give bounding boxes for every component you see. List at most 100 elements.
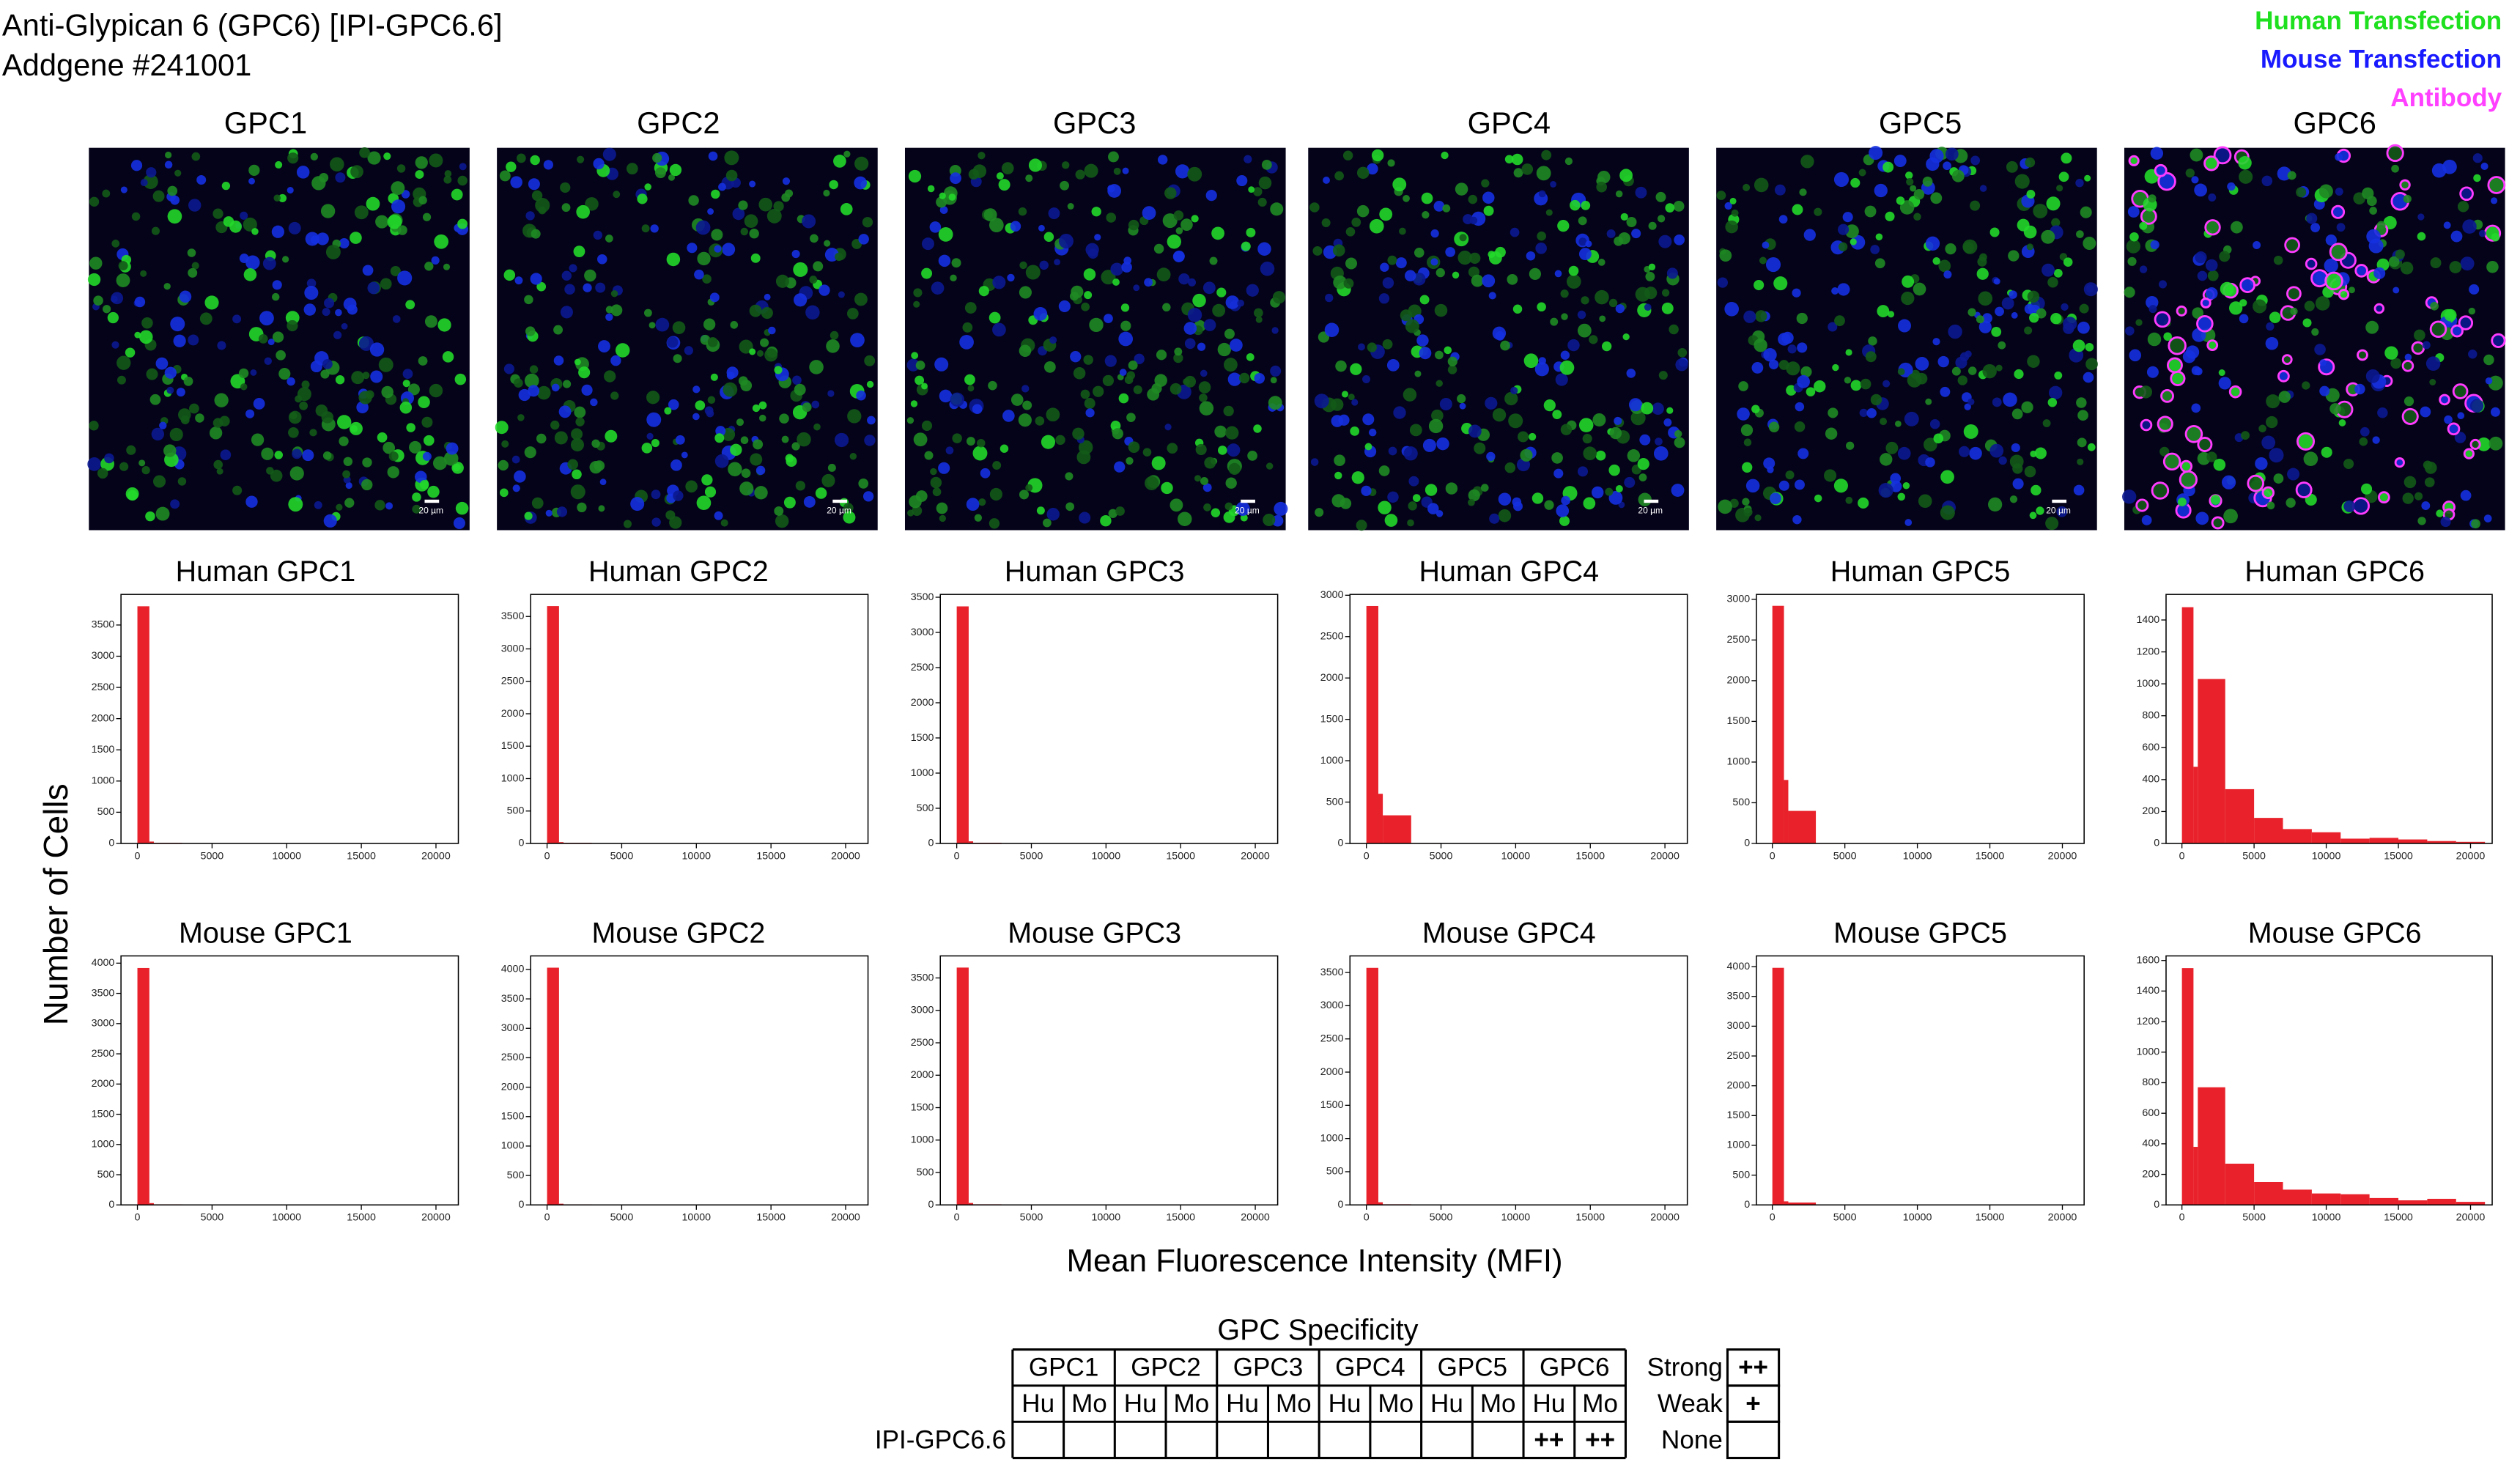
cell — [980, 468, 991, 479]
cell — [1929, 149, 1944, 163]
cell — [605, 234, 613, 243]
cell — [341, 322, 348, 330]
chart-title: Mouse GPC1 — [179, 917, 352, 949]
cell — [838, 291, 845, 298]
cell — [1439, 398, 1452, 411]
cell — [964, 374, 975, 385]
bar — [2254, 818, 2283, 843]
cell — [694, 269, 704, 280]
y-tick-label: 500 — [97, 1169, 115, 1181]
cell — [2358, 351, 2367, 359]
y-tick-label: 3000 — [92, 1018, 115, 1030]
cell — [2023, 225, 2037, 239]
cell — [264, 357, 272, 365]
cell — [304, 286, 319, 300]
cell — [391, 199, 406, 214]
cell — [643, 309, 652, 317]
cell — [303, 303, 317, 316]
cell — [1597, 170, 1611, 184]
antibody-cell — [2179, 459, 2193, 473]
cell — [2297, 483, 2310, 497]
cell — [1435, 350, 1444, 360]
cell — [422, 451, 432, 461]
cell — [1217, 446, 1227, 455]
x-tick-label: 20000 — [1650, 850, 1680, 862]
y-tick-label: 2000 — [1320, 1066, 1344, 1078]
bar — [2369, 1197, 2399, 1205]
cell — [240, 211, 248, 220]
cell — [354, 205, 369, 220]
cell — [913, 300, 920, 308]
cell — [1770, 492, 1781, 505]
cell — [1042, 518, 1052, 528]
cell — [1897, 446, 1911, 460]
cell — [1007, 273, 1015, 282]
cell — [929, 221, 942, 233]
cell — [2231, 387, 2240, 396]
cell — [1913, 282, 1926, 296]
bar — [2311, 1193, 2341, 1205]
cell — [2165, 454, 2179, 469]
x-tick-label: 0 — [1364, 1212, 1370, 1224]
cell — [1763, 348, 1777, 362]
cell — [783, 496, 796, 509]
cell — [708, 151, 718, 161]
cell — [2003, 392, 2017, 407]
antibody-cell — [2228, 385, 2242, 399]
cell — [2056, 185, 2063, 192]
cell — [1759, 256, 1767, 265]
cell — [1362, 413, 1375, 426]
cell — [1380, 262, 1389, 272]
cell — [1905, 171, 1913, 180]
antibody-cell — [2399, 179, 2411, 191]
cell — [575, 417, 585, 426]
cell — [1085, 408, 1095, 418]
plot-frame — [1349, 955, 1688, 1206]
cell — [2077, 437, 2087, 448]
cell — [714, 454, 729, 468]
y-tick-label: 800 — [2142, 1076, 2159, 1088]
plot-frame — [530, 594, 869, 844]
cell — [1202, 281, 1216, 295]
cell — [1122, 167, 1129, 174]
cell — [2400, 262, 2414, 275]
cell — [514, 276, 523, 285]
cell — [199, 312, 213, 325]
antibody-cell — [2458, 315, 2474, 330]
cell — [1414, 248, 1425, 258]
cell — [1959, 446, 1970, 457]
cell — [2021, 401, 2033, 413]
cell — [1471, 274, 1484, 287]
y-tick-label: 3000 — [1320, 1000, 1344, 1011]
cell — [514, 378, 523, 388]
cell — [418, 356, 428, 366]
cell — [1560, 350, 1570, 360]
cell — [1543, 399, 1556, 412]
y-tick-label: 3500 — [1726, 990, 1750, 1002]
cell — [1550, 317, 1559, 326]
chart-title: Mouse GPC2 — [591, 917, 765, 949]
cell — [972, 446, 988, 461]
y-tick-label: 3000 — [911, 1005, 934, 1016]
cell — [2195, 511, 2209, 525]
cell — [1447, 365, 1457, 374]
cell — [2296, 187, 2307, 198]
cell — [1665, 203, 1675, 213]
x-tick-label: 5000 — [1020, 850, 1043, 862]
bar — [1378, 1202, 1383, 1205]
cell — [297, 387, 311, 402]
cell — [117, 375, 126, 385]
cell — [1644, 303, 1652, 311]
cell — [187, 248, 196, 257]
cell — [2396, 459, 2403, 466]
cell — [722, 243, 736, 256]
cell — [272, 280, 282, 290]
cell — [1387, 159, 1395, 167]
cell — [1194, 475, 1202, 482]
cell — [921, 267, 933, 279]
cell — [2335, 152, 2343, 161]
cell — [1431, 409, 1444, 422]
cell — [1022, 400, 1032, 410]
cell — [2029, 511, 2037, 520]
cell — [703, 318, 716, 330]
